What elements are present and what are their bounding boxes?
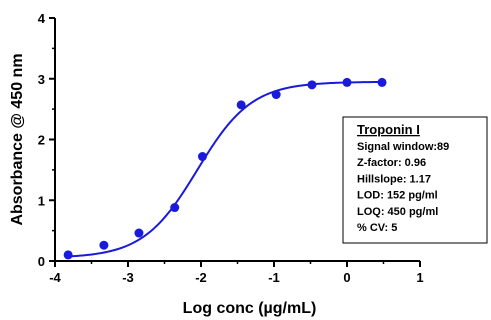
- legend-title: Troponin I: [357, 122, 420, 137]
- y-tick-label: 2: [38, 133, 45, 148]
- y-tick-label: 0: [38, 254, 45, 269]
- data-point: [236, 100, 246, 110]
- y-axis-title: Absorbance @ 450 nm: [9, 53, 26, 225]
- x-tick-label: -3: [122, 270, 134, 285]
- fit-curve: [68, 80, 383, 258]
- x-tick-label: 1: [416, 270, 423, 285]
- x-tick-label: -1: [268, 270, 280, 285]
- legend-line-lod: LOD: 152 pg/ml: [357, 190, 438, 202]
- x-tick-label: 0: [343, 270, 350, 285]
- legend-line-cv: % CV: 5: [357, 222, 397, 234]
- data-point: [170, 203, 180, 213]
- data-point: [197, 152, 207, 162]
- legend-line-loq: LOQ: 450 pg/ml: [357, 206, 438, 218]
- x-tick-label: -4: [49, 270, 61, 285]
- ticks: -4 -3 -2 -1 0 1 0 1 2 3 4: [38, 11, 424, 285]
- y-tick-label: 1: [38, 193, 45, 208]
- legend-border: [342, 116, 488, 244]
- data-point: [271, 90, 281, 100]
- legend-box: Troponin I Signal window:89 Z-factor: 0.…: [342, 116, 488, 244]
- y-tick-label: 3: [38, 72, 45, 87]
- x-tick-label: -2: [195, 270, 207, 285]
- y-tick-label: 4: [38, 11, 46, 26]
- data-point: [342, 77, 352, 87]
- data-point: [99, 240, 109, 250]
- legend-line-signal-window: Signal window:89: [357, 141, 449, 153]
- data-point: [63, 250, 73, 260]
- data-point: [307, 80, 317, 90]
- legend-line-z-factor: Z-factor: 0.96: [357, 157, 426, 169]
- data-point: [377, 77, 387, 87]
- legend-line-hillslope: Hillslope: 1.17: [357, 173, 431, 185]
- x-axis-title: Log conc (µg/mL): [183, 300, 317, 317]
- data-points: [63, 77, 387, 260]
- data-point: [134, 228, 144, 238]
